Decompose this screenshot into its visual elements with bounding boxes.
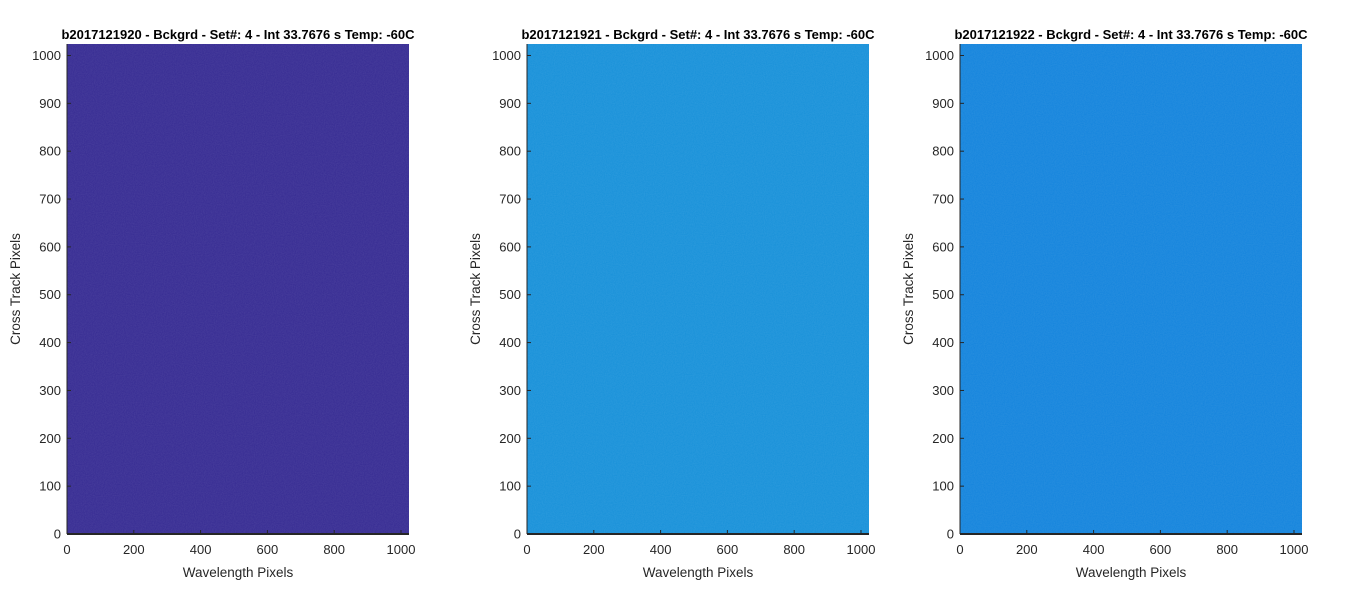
x-tick-label: 1000 — [387, 542, 416, 557]
heatmap-noise — [67, 44, 409, 534]
y-tick-label: 600 — [499, 239, 521, 254]
y-tick-label: 0 — [514, 527, 521, 542]
y-tick-label: 300 — [39, 383, 61, 398]
x-axis-label: Wavelength Pixels — [1076, 565, 1187, 580]
y-tick-label: 200 — [39, 431, 61, 446]
panel-3: b2017121922 - Bckgrd - Set#: 4 - Int 33.… — [901, 27, 1308, 580]
y-axis-label: Cross Track Pixels — [901, 233, 916, 345]
y-tick-label: 700 — [499, 192, 521, 207]
y-tick-label: 0 — [947, 527, 954, 542]
y-tick-label: 700 — [39, 192, 61, 207]
x-axis-label: Wavelength Pixels — [643, 565, 754, 580]
x-tick-label: 0 — [956, 542, 963, 557]
y-tick-label: 800 — [499, 144, 521, 159]
heatmap-noise — [527, 44, 869, 534]
x-tick-label: 1000 — [847, 542, 876, 557]
x-tick-label: 200 — [123, 542, 145, 557]
x-tick-label: 600 — [257, 542, 279, 557]
chart-title: b2017121922 - Bckgrd - Set#: 4 - Int 33.… — [954, 27, 1308, 42]
chart-title: b2017121921 - Bckgrd - Set#: 4 - Int 33.… — [521, 27, 875, 42]
x-tick-label: 400 — [190, 542, 212, 557]
y-tick-label: 300 — [499, 383, 521, 398]
x-tick-label: 800 — [1216, 542, 1238, 557]
x-tick-label: 200 — [1016, 542, 1038, 557]
y-tick-label: 600 — [39, 239, 61, 254]
y-tick-label: 200 — [932, 431, 954, 446]
y-tick-label: 100 — [39, 479, 61, 494]
y-tick-label: 800 — [932, 144, 954, 159]
panel-1: b2017121920 - Bckgrd - Set#: 4 - Int 33.… — [8, 27, 415, 580]
y-tick-label: 200 — [499, 431, 521, 446]
y-tick-label: 900 — [932, 96, 954, 111]
y-tick-label: 1000 — [492, 48, 521, 63]
y-tick-label: 500 — [932, 287, 954, 302]
y-tick-label: 1000 — [32, 48, 61, 63]
y-tick-label: 400 — [499, 335, 521, 350]
x-tick-label: 400 — [1083, 542, 1105, 557]
y-tick-label: 500 — [499, 287, 521, 302]
x-tick-label: 200 — [583, 542, 605, 557]
x-axis-label: Wavelength Pixels — [183, 565, 294, 580]
x-tick-label: 800 — [783, 542, 805, 557]
x-tick-label: 600 — [1150, 542, 1172, 557]
panel-2: b2017121921 - Bckgrd - Set#: 4 - Int 33.… — [468, 27, 875, 580]
y-tick-label: 900 — [39, 96, 61, 111]
y-tick-label: 100 — [499, 479, 521, 494]
x-tick-label: 0 — [63, 542, 70, 557]
y-tick-label: 0 — [54, 527, 61, 542]
y-tick-label: 900 — [499, 96, 521, 111]
x-tick-label: 800 — [323, 542, 345, 557]
heatmap-noise — [960, 44, 1302, 534]
y-tick-label: 400 — [932, 335, 954, 350]
y-tick-label: 100 — [932, 479, 954, 494]
x-tick-label: 1000 — [1280, 542, 1309, 557]
y-tick-label: 400 — [39, 335, 61, 350]
y-axis-label: Cross Track Pixels — [468, 233, 483, 345]
y-tick-label: 1000 — [925, 48, 954, 63]
y-tick-label: 600 — [932, 239, 954, 254]
y-axis-label: Cross Track Pixels — [8, 233, 23, 345]
y-tick-label: 700 — [932, 192, 954, 207]
y-tick-label: 300 — [932, 383, 954, 398]
x-tick-label: 0 — [523, 542, 530, 557]
y-tick-label: 500 — [39, 287, 61, 302]
x-tick-label: 600 — [717, 542, 739, 557]
chart-title: b2017121920 - Bckgrd - Set#: 4 - Int 33.… — [61, 27, 415, 42]
y-tick-label: 800 — [39, 144, 61, 159]
x-tick-label: 400 — [650, 542, 672, 557]
